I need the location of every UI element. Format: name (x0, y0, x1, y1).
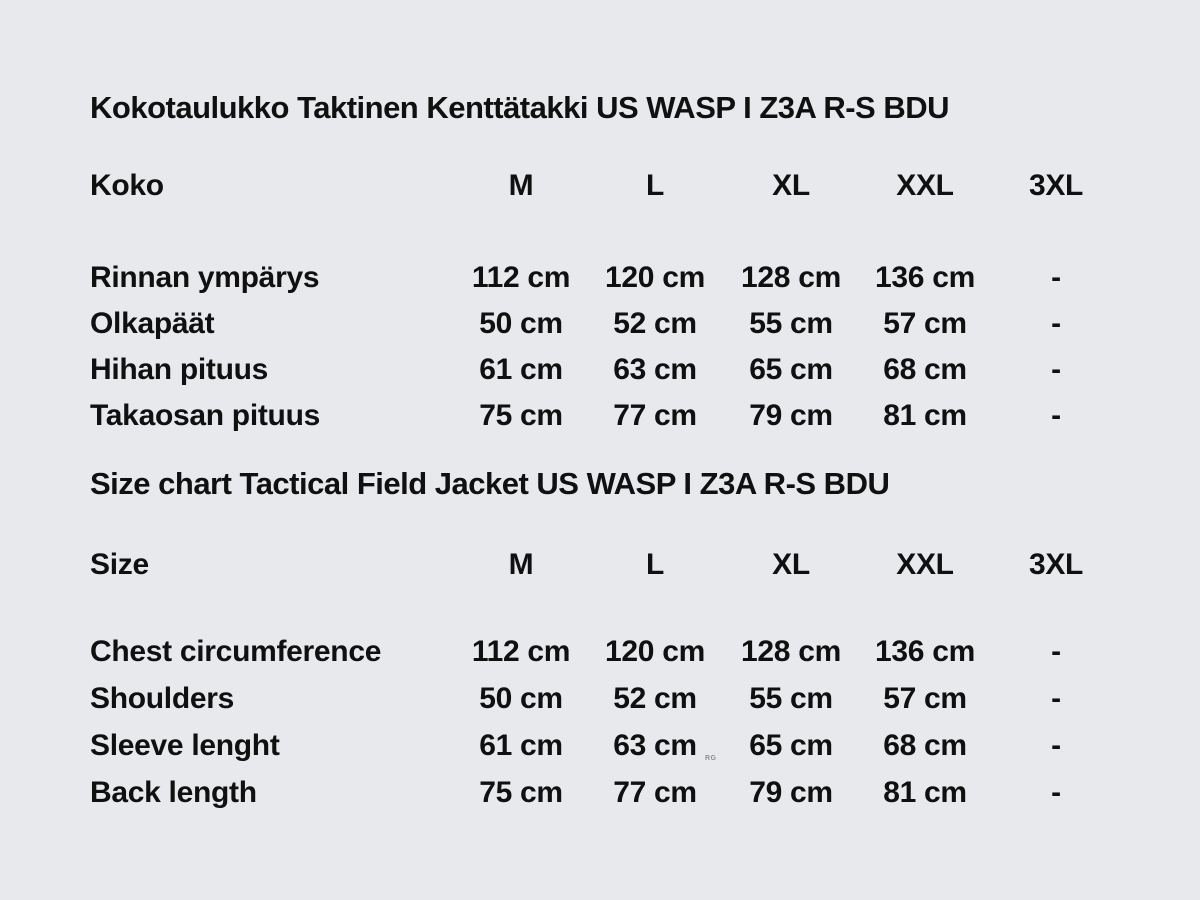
size-table-title-en: Size chart Tactical Field Jacket US WASP… (90, 466, 890, 501)
cell-value: 81 cm (883, 399, 967, 432)
cell-value: 120 cm (605, 635, 705, 668)
table-row-chest-fi: Rinnan ympärys 112 cm 120 cm 128 cm 136 … (90, 255, 1121, 301)
row-label: Shoulders (90, 682, 234, 715)
header-size-xxl: XXL (896, 548, 954, 581)
cell-value: - (1051, 776, 1061, 809)
header-label-en: Size (90, 548, 149, 581)
cell-value: 75 cm (479, 399, 563, 432)
cell-value: 50 cm (479, 682, 563, 715)
header-size-xxl: XXL (896, 169, 954, 202)
size-table-title-fi: Kokotaulukko Taktinen Kenttätakki US WAS… (90, 90, 950, 125)
row-label: Back length (90, 776, 257, 809)
cell-value: 136 cm (875, 635, 975, 668)
cell-value: 75 cm (479, 776, 563, 809)
cell-value: - (1051, 399, 1061, 432)
cell-value: - (1051, 682, 1061, 715)
cell-value: 77 cm (613, 399, 697, 432)
row-label: Rinnan ympärys (90, 261, 320, 294)
cell-value: 50 cm (479, 307, 563, 340)
table-row-back-en: Back length 75 cm 77 cm 79 cm 81 cm - (90, 769, 1121, 816)
header-size-l: L (645, 169, 665, 202)
cell-value: 52 cm (613, 307, 697, 340)
row-label: Takaosan pituus (90, 399, 320, 432)
cell-value: 68 cm (883, 729, 967, 762)
cell-value: 63 cm (613, 729, 697, 762)
cell-value: 61 cm (479, 729, 563, 762)
size-table-header-fi: Koko M L XL XXL 3XL (90, 163, 1121, 209)
header-size-3xl: 3XL (1028, 169, 1084, 202)
cell-value: 57 cm (883, 682, 967, 715)
header-size-3xl: 3XL (1028, 548, 1084, 581)
cell-value: 79 cm (749, 399, 833, 432)
header-size-m: M (508, 548, 534, 581)
table-row-chest-en: Chest circumference 112 cm 120 cm 128 cm… (90, 628, 1121, 675)
cell-value: 79 cm (749, 776, 833, 809)
table-row-sleeve-en: Sleeve lenght 61 cm 63 cm 65 cm 68 cm - (90, 722, 1121, 769)
cell-value: 128 cm (741, 635, 841, 668)
cell-value: 136 cm (875, 261, 975, 294)
cell-value: 77 cm (613, 776, 697, 809)
cell-value: 112 cm (471, 261, 571, 294)
table-row-sleeve-fi: Hihan pituus 61 cm 63 cm 65 cm 68 cm - (90, 347, 1121, 393)
cell-value: 65 cm (749, 353, 833, 386)
cell-value: 57 cm (883, 307, 967, 340)
cell-value: - (1051, 261, 1061, 294)
header-size-l: L (645, 548, 665, 581)
cell-value: 68 cm (883, 353, 967, 386)
row-label: Sleeve lenght (90, 729, 280, 762)
header-size-m: M (508, 169, 534, 202)
table-row-back-fi: Takaosan pituus 75 cm 77 cm 79 cm 81 cm … (90, 393, 1121, 439)
cell-value: 55 cm (749, 307, 833, 340)
table-row-shoulders-fi: Olkapäät 50 cm 52 cm 55 cm 57 cm - (90, 301, 1121, 347)
row-label: Olkapäät (90, 307, 215, 340)
size-table-header-en: Size M L XL XXL 3XL (90, 542, 1121, 588)
cell-value: 52 cm (613, 682, 697, 715)
cell-value: - (1051, 353, 1061, 386)
cell-value: 81 cm (883, 776, 967, 809)
header-label-fi: Koko (90, 169, 164, 202)
cell-value: - (1051, 635, 1061, 668)
cell-value: 120 cm (605, 261, 705, 294)
header-size-xl: XL (772, 548, 810, 581)
cell-value: 63 cm (613, 353, 697, 386)
row-label: Hihan pituus (90, 353, 269, 386)
cell-value: 128 cm (741, 261, 841, 294)
cell-value: 55 cm (749, 682, 833, 715)
cell-value: - (1051, 729, 1061, 762)
table-row-shoulders-en: Shoulders 50 cm 52 cm 55 cm 57 cm - (90, 675, 1121, 722)
watermark-text: RG (705, 755, 717, 762)
cell-value: 65 cm (749, 729, 833, 762)
header-size-xl: XL (772, 169, 810, 202)
row-label: Chest circumference (90, 635, 382, 668)
cell-value: 112 cm (471, 635, 571, 668)
cell-value: 61 cm (479, 353, 563, 386)
cell-value: - (1051, 307, 1061, 340)
